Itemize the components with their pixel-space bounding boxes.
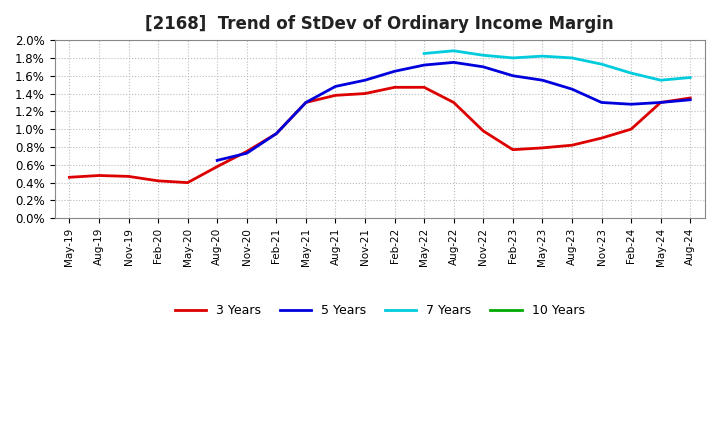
3 Years	[94, 173, 103, 178]
3 Years	[538, 145, 546, 150]
3 Years	[420, 84, 428, 90]
3 Years	[686, 95, 695, 101]
3 Years	[124, 174, 132, 179]
Legend: 3 Years, 5 Years, 7 Years, 10 Years: 3 Years, 5 Years, 7 Years, 10 Years	[170, 299, 590, 323]
7 Years	[597, 62, 606, 67]
3 Years	[331, 93, 340, 98]
7 Years	[420, 51, 428, 56]
7 Years	[538, 54, 546, 59]
5 Years	[627, 102, 636, 107]
3 Years	[390, 84, 399, 90]
3 Years	[508, 147, 517, 152]
5 Years	[361, 77, 369, 83]
3 Years	[657, 100, 665, 105]
5 Years	[302, 100, 310, 105]
5 Years	[390, 69, 399, 74]
3 Years	[154, 178, 163, 183]
7 Years	[508, 55, 517, 61]
3 Years	[243, 149, 251, 154]
3 Years	[272, 131, 281, 136]
3 Years	[361, 91, 369, 96]
3 Years	[627, 127, 636, 132]
Line: 3 Years: 3 Years	[69, 87, 690, 183]
3 Years	[449, 100, 458, 105]
7 Years	[567, 55, 576, 61]
3 Years	[302, 100, 310, 105]
3 Years	[597, 136, 606, 141]
3 Years	[567, 143, 576, 148]
3 Years	[184, 180, 192, 185]
5 Years	[449, 60, 458, 65]
3 Years	[65, 175, 73, 180]
3 Years	[213, 164, 222, 169]
Title: [2168]  Trend of StDev of Ordinary Income Margin: [2168] Trend of StDev of Ordinary Income…	[145, 15, 614, 33]
5 Years	[597, 100, 606, 105]
Line: 7 Years: 7 Years	[424, 51, 690, 80]
7 Years	[686, 75, 695, 80]
7 Years	[449, 48, 458, 53]
5 Years	[243, 150, 251, 156]
5 Years	[567, 87, 576, 92]
5 Years	[213, 158, 222, 163]
5 Years	[272, 131, 281, 136]
5 Years	[686, 97, 695, 103]
5 Years	[420, 62, 428, 68]
5 Years	[538, 77, 546, 83]
5 Years	[479, 64, 487, 70]
7 Years	[479, 53, 487, 58]
3 Years	[479, 128, 487, 134]
5 Years	[331, 84, 340, 89]
5 Years	[657, 100, 665, 105]
7 Years	[657, 77, 665, 83]
7 Years	[627, 70, 636, 76]
Line: 5 Years: 5 Years	[217, 62, 690, 160]
5 Years	[508, 73, 517, 78]
